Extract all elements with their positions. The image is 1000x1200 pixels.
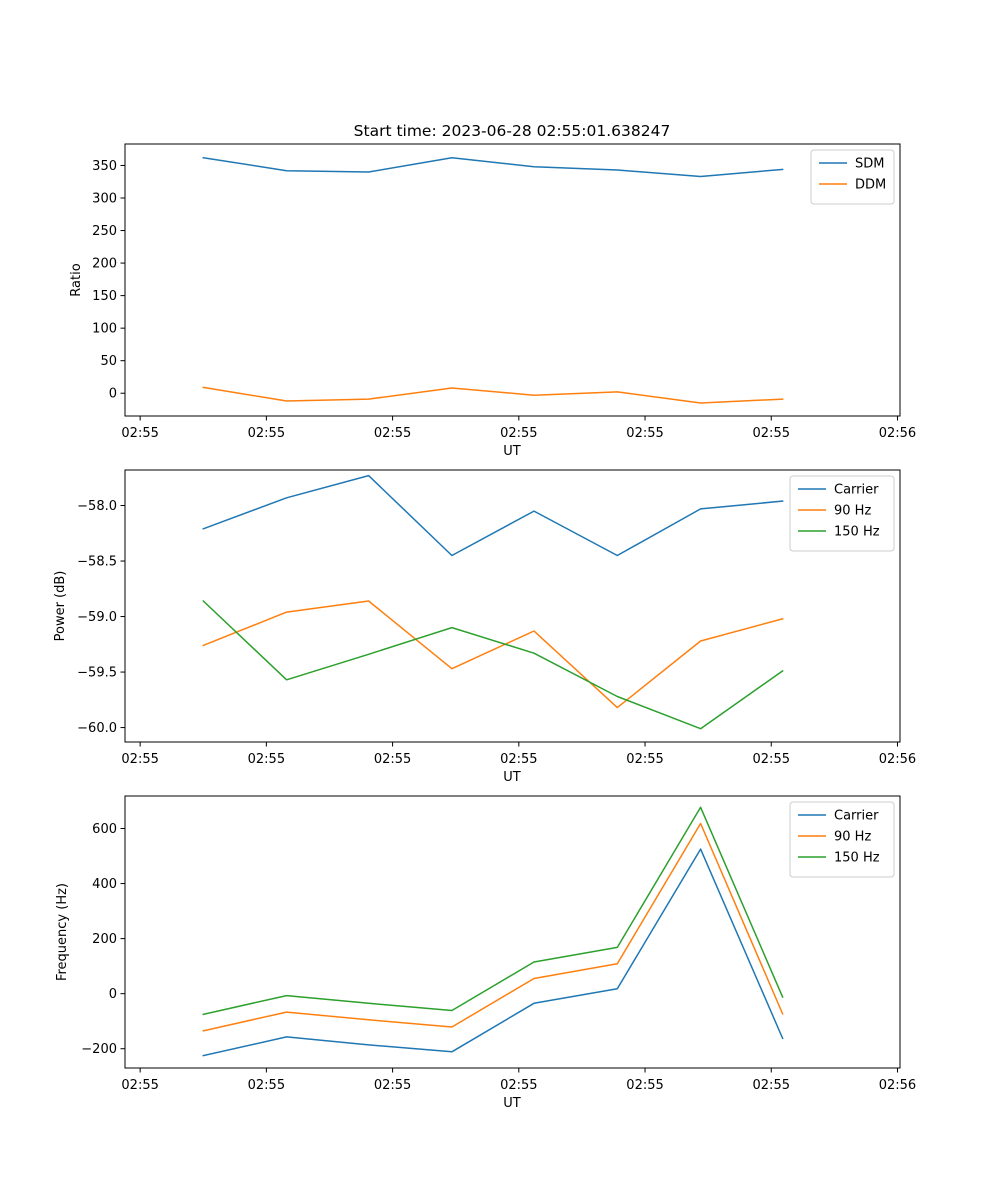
power-legend: Carrier 90 Hz 150 Hz	[789, 475, 895, 552]
power-x-ticks: 02:55 02:55 02:55 02:55 02:55 02:55 02:56	[121, 742, 916, 767]
chart-title: Start time: 2023-06-28 02:55:01.638247	[354, 122, 671, 140]
frequency-y-tick-label: 0	[109, 987, 117, 1002]
frequency-y-tick-label: 400	[92, 877, 117, 892]
ratio-x-tick-label: 02:55	[753, 426, 790, 441]
ratio-y-tick-label: 0	[109, 387, 117, 402]
frequency-series-line-150-hz	[202, 806, 784, 1016]
power-series-line-150-hz	[202, 599, 784, 730]
power-series-lines	[202, 474, 784, 730]
ratio-x-tick-label: 02:55	[374, 426, 411, 441]
power-y-tick-label: −58.0	[77, 499, 117, 514]
frequency-x-ticks: 02:55 02:55 02:55 02:55 02:55 02:55 02:56	[121, 1068, 916, 1093]
power-y-axis-label: Power (dB)	[53, 571, 68, 642]
power-series-line-carrier	[202, 474, 784, 557]
frequency-legend-label: 90 Hz	[834, 830, 871, 845]
frequency-series-line-90-hz	[202, 822, 784, 1032]
ratio-y-tick-label: 350	[92, 159, 117, 174]
power-x-tick-label: 02:55	[121, 752, 158, 767]
frequency-y-ticks: −200 0 200 400 600	[81, 822, 125, 1057]
frequency-panel: 02:55 02:55 02:55 02:55 02:55 02:55 02:56 −200…	[55, 795, 916, 1111]
ratio-y-tick-label: 250	[92, 224, 117, 239]
frequency-y-axis-label: Frequency (Hz)	[55, 883, 70, 981]
power-legend-box	[789, 475, 895, 552]
ratio-series-line-sdm	[202, 156, 784, 178]
frequency-y-tick-label: 600	[92, 822, 117, 837]
power-y-tick-label: −58.5	[77, 555, 117, 570]
power-y-tick-label: −60.0	[77, 721, 117, 736]
power-x-axis-label: UT	[503, 770, 521, 785]
power-y-ticks: −60.0 −59.5 −59.0 −58.5 −58.0	[77, 499, 125, 736]
ratio-x-tick-label: 02:55	[500, 426, 537, 441]
frequency-x-axis-label: UT	[503, 1096, 521, 1111]
ratio-y-axis-label: Ratio	[69, 263, 84, 296]
power-panel: 02:55 02:55 02:55 02:55 02:55 02:55 02:56 −60.…	[53, 469, 916, 785]
frequency-x-tick-label: 02:55	[626, 1078, 663, 1093]
frequency-x-tick-label: 02:55	[121, 1078, 158, 1093]
frequency-series-lines	[202, 806, 784, 1057]
ratio-x-ticks: 02:55 02:55 02:55 02:55 02:55 02:55 02:56	[121, 416, 916, 441]
frequency-y-tick-label: −200	[81, 1042, 117, 1057]
ratio-legend: SDM DDM	[810, 149, 895, 205]
ratio-legend-label: DDM	[855, 178, 886, 193]
frequency-series-line-carrier	[202, 848, 784, 1057]
ratio-series-line-ddm	[202, 386, 784, 404]
frequency-x-tick-label: 02:55	[500, 1078, 537, 1093]
frequency-x-tick-label: 02:55	[753, 1078, 790, 1093]
power-x-tick-label: 02:55	[500, 752, 537, 767]
power-x-tick-label: 02:55	[248, 752, 285, 767]
frequency-axes-frame	[124, 795, 901, 1069]
ratio-x-tick-label: 02:55	[626, 426, 663, 441]
ratio-y-tick-label: 300	[92, 192, 117, 207]
ratio-x-tick-label: 02:55	[248, 426, 285, 441]
ratio-legend-label: SDM	[855, 157, 884, 172]
frequency-legend: Carrier 90 Hz 150 Hz	[789, 801, 895, 878]
ratio-y-tick-label: 50	[100, 354, 117, 369]
frequency-x-tick-label: 02:56	[879, 1078, 916, 1093]
ratio-x-tick-label: 02:56	[879, 426, 916, 441]
ratio-y-tick-label: 150	[92, 289, 117, 304]
frequency-legend-box	[789, 801, 895, 878]
ratio-y-tick-label: 100	[92, 322, 117, 337]
frequency-legend-label: 150 Hz	[834, 851, 880, 866]
ratio-series-lines	[202, 156, 784, 404]
power-x-tick-label: 02:56	[879, 752, 916, 767]
power-axes-frame	[124, 469, 901, 743]
power-x-tick-label: 02:55	[374, 752, 411, 767]
frequency-x-tick-label: 02:55	[374, 1078, 411, 1093]
power-legend-label: 150 Hz	[834, 525, 880, 540]
power-x-tick-label: 02:55	[626, 752, 663, 767]
power-series-line-90-hz	[202, 600, 784, 709]
power-legend-label: Carrier	[834, 483, 879, 498]
power-x-tick-label: 02:55	[753, 752, 790, 767]
frequency-legend-label: Carrier	[834, 809, 879, 824]
ratio-axes-frame	[124, 143, 901, 417]
ratio-x-axis-label: UT	[503, 444, 521, 459]
frequency-y-tick-label: 200	[92, 932, 117, 947]
ratio-y-ticks: 0 50 100 150 200 250 300 350	[92, 159, 125, 402]
ratio-y-tick-label: 200	[92, 257, 117, 272]
power-y-tick-label: −59.5	[77, 666, 117, 681]
ratio-x-tick-label: 02:55	[121, 426, 158, 441]
frequency-x-tick-label: 02:55	[248, 1078, 285, 1093]
power-y-tick-label: −59.0	[77, 610, 117, 625]
ratio-panel: Start time: 2023-06-28 02:55:01.638247 0…	[69, 122, 916, 459]
power-legend-label: 90 Hz	[834, 504, 871, 519]
